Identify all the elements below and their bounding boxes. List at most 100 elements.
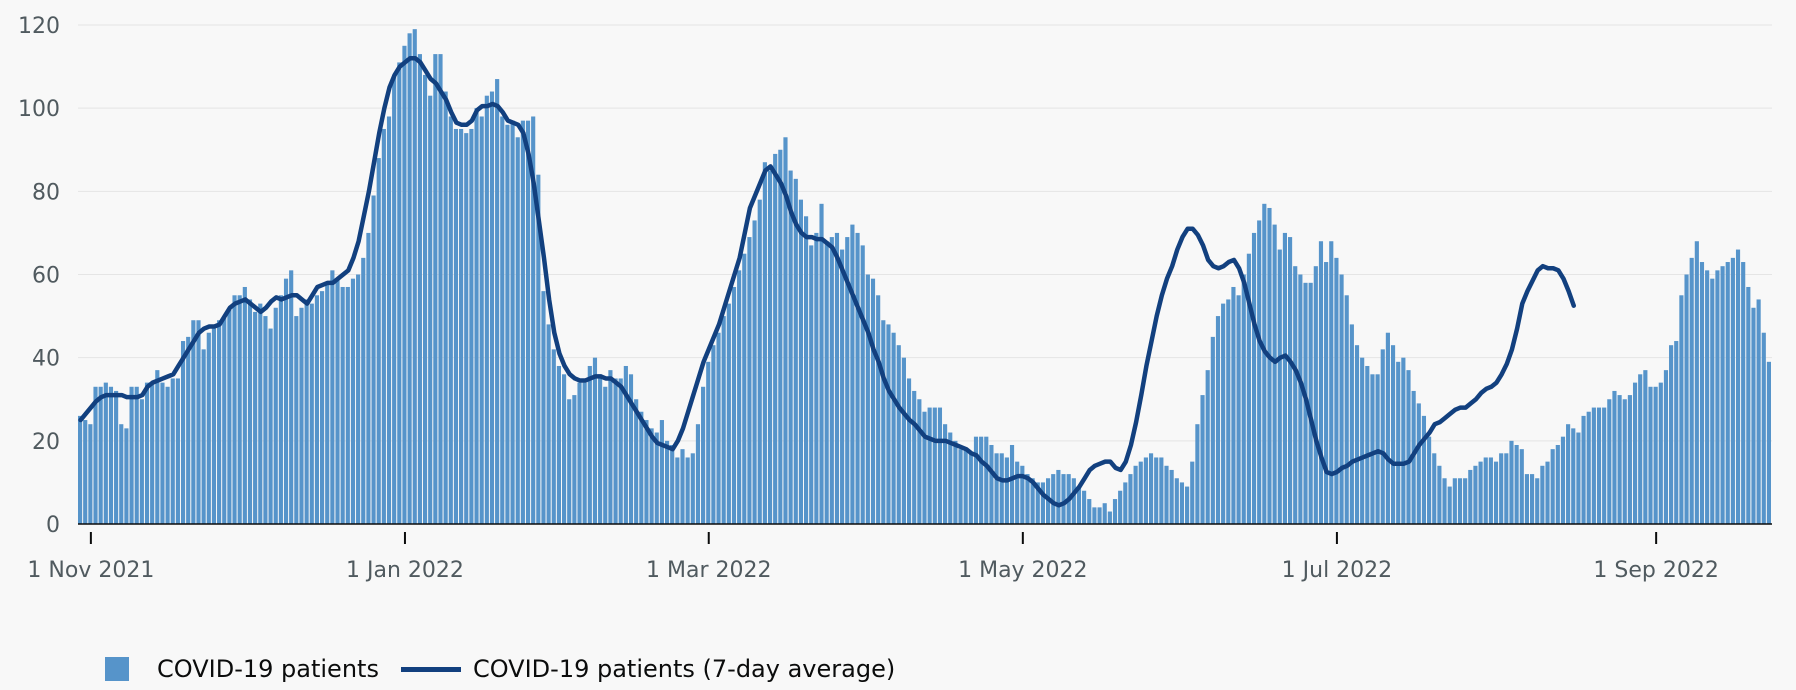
bar (845, 237, 850, 524)
bar (1586, 411, 1591, 524)
bar (1236, 295, 1241, 524)
x-axis: 1 Nov 2021 1 Jan 2022 1 Mar 2022 1 May 2022… (27, 523, 1772, 583)
bar (876, 295, 881, 524)
bar (556, 365, 561, 524)
bar (361, 257, 366, 524)
bar (1643, 370, 1648, 524)
bar (144, 382, 150, 524)
bar (381, 128, 386, 525)
bar (1576, 432, 1581, 524)
bar (649, 428, 654, 524)
bar (1092, 507, 1097, 524)
bar (268, 328, 273, 524)
bar (211, 328, 217, 524)
bar (1710, 278, 1715, 524)
bar (1257, 220, 1262, 525)
bar (1344, 295, 1349, 524)
bar (253, 311, 258, 524)
bar (1107, 511, 1112, 524)
bar (562, 374, 567, 524)
bar (1087, 499, 1092, 524)
bar (798, 199, 803, 524)
y-tick-label: 0 (46, 513, 60, 538)
bar (1251, 232, 1257, 524)
bar (711, 345, 716, 524)
bar (1555, 444, 1560, 524)
bar (943, 424, 948, 524)
bar (1427, 436, 1432, 524)
bar (459, 128, 464, 525)
bar (484, 95, 489, 525)
bar (979, 436, 984, 524)
bar (592, 357, 598, 524)
bar (1035, 482, 1040, 524)
bar (1205, 370, 1210, 524)
bar (1663, 370, 1669, 524)
bar (1118, 490, 1123, 524)
bar (1622, 399, 1627, 524)
bar (314, 295, 319, 524)
bar (1447, 486, 1452, 524)
bar (860, 245, 865, 524)
bar (1246, 253, 1251, 525)
bar (402, 45, 407, 525)
bar (695, 424, 701, 524)
bar (1463, 478, 1468, 524)
bar (1535, 478, 1540, 524)
bar (1360, 357, 1365, 524)
bar (1488, 457, 1493, 524)
bar (376, 158, 381, 525)
x-tick-label: 1 May 2022 (958, 558, 1087, 583)
bar (1061, 474, 1066, 524)
bar (639, 411, 644, 524)
line-series (78, 56, 1577, 508)
bar (1483, 457, 1488, 524)
bar (1694, 241, 1699, 524)
bar (1215, 316, 1221, 524)
bar (1025, 474, 1030, 524)
bar (598, 374, 603, 524)
bar (258, 303, 263, 524)
bar (788, 170, 793, 524)
bar (1133, 465, 1138, 524)
bar (829, 237, 834, 524)
bar (1128, 474, 1133, 524)
bar (659, 420, 664, 524)
bar (93, 386, 98, 524)
bar (1241, 274, 1246, 524)
bar (129, 386, 134, 524)
bar (1658, 382, 1663, 524)
bar (1421, 415, 1427, 524)
y-tick-label: 100 (18, 97, 60, 122)
bar (103, 382, 108, 524)
bar (278, 295, 283, 524)
bar (469, 128, 474, 525)
bar (196, 320, 201, 524)
bar (1159, 457, 1164, 524)
bar (500, 116, 505, 524)
bar (1473, 465, 1478, 524)
bar (1015, 461, 1020, 524)
bar (1262, 203, 1267, 524)
bar (1684, 274, 1689, 524)
bar (773, 153, 778, 525)
bar (443, 91, 448, 525)
bar (737, 270, 742, 524)
bar (1638, 374, 1643, 524)
bar (1730, 257, 1735, 524)
bar (180, 341, 186, 524)
bar (191, 320, 196, 524)
bar (968, 453, 973, 524)
bar (716, 332, 721, 524)
bar (634, 399, 639, 524)
bar (1004, 457, 1009, 524)
bar (175, 378, 180, 524)
bar (242, 286, 247, 524)
bar (330, 270, 335, 524)
bar (1571, 428, 1576, 524)
bar (618, 378, 623, 524)
bar (1318, 241, 1324, 524)
bar (855, 232, 860, 524)
bar (664, 440, 670, 524)
x-tick-label: 1 Mar 2022 (646, 558, 771, 583)
